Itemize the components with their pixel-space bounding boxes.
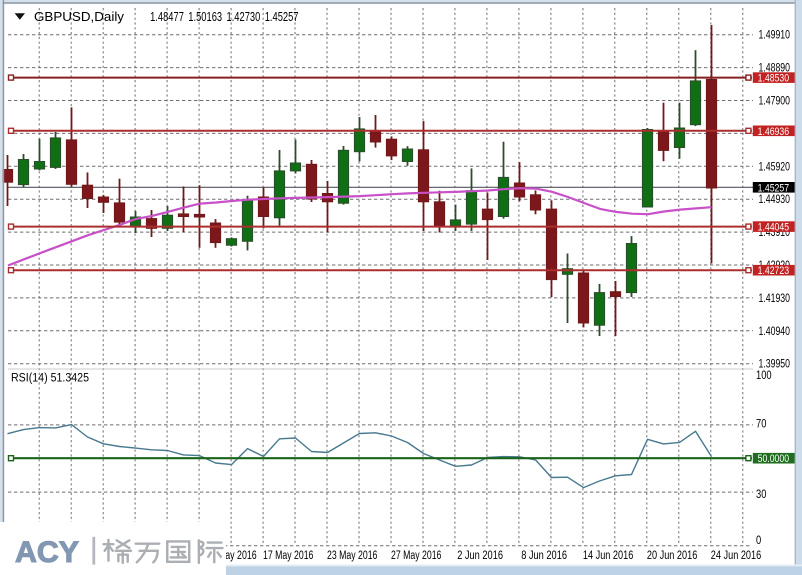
svg-text:23 May 2016: 23 May 2016 — [327, 550, 377, 562]
svg-text:1.49910: 1.49910 — [759, 30, 791, 42]
svg-text:27 May 2016: 27 May 2016 — [391, 550, 441, 562]
svg-text:100: 100 — [756, 370, 772, 382]
svg-text:1.46936: 1.46936 — [758, 126, 790, 138]
svg-text:1.44930: 1.44930 — [759, 194, 791, 206]
svg-text:1.50163: 1.50163 — [188, 10, 222, 24]
svg-text:14 Jun 2016: 14 Jun 2016 — [583, 550, 633, 562]
svg-text:1.44045: 1.44045 — [758, 222, 790, 234]
svg-text:RSI(14) 51.3425: RSI(14) 51.3425 — [11, 373, 89, 385]
svg-text:1.42730: 1.42730 — [227, 10, 261, 24]
svg-text:1.48530: 1.48530 — [758, 73, 790, 85]
svg-text:1.39950: 1.39950 — [759, 359, 791, 371]
svg-text:1.42723: 1.42723 — [758, 265, 790, 277]
svg-text:24 Jun 2016: 24 Jun 2016 — [711, 550, 761, 562]
svg-text:20 Jun 2016: 20 Jun 2016 — [647, 550, 697, 562]
svg-text:2 Jun 2016: 2 Jun 2016 — [457, 550, 503, 562]
svg-text:1.48890: 1.48890 — [759, 63, 791, 75]
svg-text:1.47900: 1.47900 — [759, 96, 791, 108]
svg-text:30: 30 — [756, 489, 766, 501]
svg-text:GBPUSD,Daily: GBPUSD,Daily — [34, 10, 125, 24]
svg-text:1.48477: 1.48477 — [150, 10, 184, 24]
svg-text:17 May 2016: 17 May 2016 — [263, 550, 313, 562]
svg-text:8 Jun 2016: 8 Jun 2016 — [521, 550, 567, 562]
svg-text:50.0000: 50.0000 — [758, 453, 790, 465]
svg-text:70: 70 — [756, 418, 766, 430]
svg-text:0: 0 — [756, 535, 761, 547]
svg-text:ACY: ACY — [15, 536, 79, 569]
svg-text:1.40940: 1.40940 — [759, 326, 791, 338]
svg-text:1.45920: 1.45920 — [759, 161, 791, 173]
svg-text:1.45257: 1.45257 — [758, 182, 790, 194]
svg-text:1.45257: 1.45257 — [265, 10, 299, 24]
svg-text:1.41930: 1.41930 — [759, 293, 791, 305]
